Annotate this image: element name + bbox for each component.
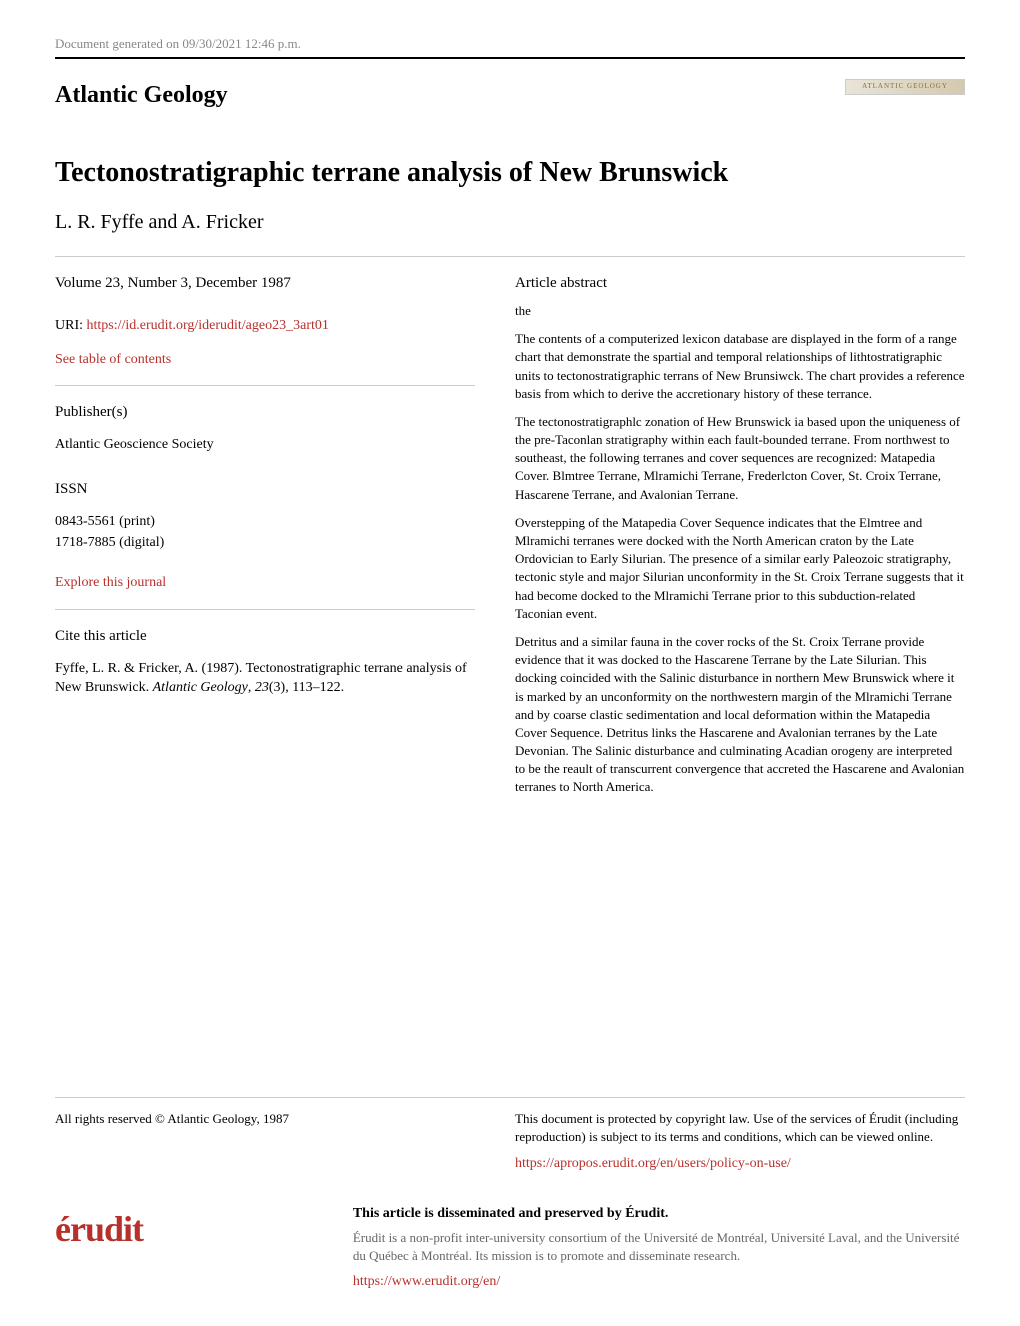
publisher-heading: Publisher(s)	[55, 402, 475, 423]
copyright-text: All rights reserved © Atlantic Geology, …	[55, 1110, 475, 1128]
article-title: Tectonostratigraphic terrane analysis of…	[55, 153, 965, 192]
divider-1	[55, 385, 475, 386]
erudit-section: érudit This article is disseminated and …	[55, 1204, 965, 1292]
footer-columns: All rights reserved © Atlantic Geology, …	[55, 1110, 965, 1174]
journal-name: Atlantic Geology	[55, 79, 228, 113]
protection-text: This document is protected by copyright …	[515, 1110, 965, 1146]
footer-right: This document is protected by copyright …	[515, 1110, 965, 1174]
footer-left: All rights reserved © Atlantic Geology, …	[55, 1110, 475, 1174]
journal-logo: ATLANTIC GEOLOGY	[845, 79, 965, 95]
dissemination-heading: This article is disseminated and preserv…	[353, 1204, 965, 1224]
citation-issue: (3), 113–122.	[269, 680, 344, 695]
abstract-para-3: The tectonostratigraphlc zonation of Hew…	[515, 413, 965, 504]
abstract-para-4: Overstepping of the Matapedia Cover Sequ…	[515, 514, 965, 623]
divider-2	[55, 609, 475, 610]
explore-journal-link[interactable]: Explore this journal	[55, 575, 166, 590]
abstract-heading: Article abstract	[515, 273, 965, 294]
citation-journal: Atlantic Geology	[153, 680, 248, 695]
citation-comma: ,	[248, 680, 255, 695]
footer-divider	[55, 1097, 965, 1098]
erudit-logo: érudit	[55, 1204, 313, 1292]
article-authors: L. R. Fyffe and A. Fricker	[55, 208, 965, 236]
policy-link[interactable]: https://apropos.erudit.org/en/users/poli…	[515, 1156, 791, 1171]
erudit-logo-text: érudit	[55, 1209, 143, 1249]
issn-digital: 1718-7885 (digital)	[55, 533, 475, 553]
journal-header: Atlantic Geology ATLANTIC GEOLOGY	[55, 79, 965, 113]
uri-label: URI:	[55, 318, 87, 333]
content-columns: Volume 23, Number 3, December 1987 URI: …	[55, 273, 965, 807]
uri-line: URI: https://id.erudit.org/iderudit/ageo…	[55, 316, 475, 336]
dissemination-block: This article is disseminated and preserv…	[353, 1204, 965, 1292]
volume-info: Volume 23, Number 3, December 1987	[55, 273, 475, 294]
erudit-link[interactable]: https://www.erudit.org/en/	[353, 1274, 500, 1289]
citation-volume: 23	[255, 680, 269, 695]
cite-heading: Cite this article	[55, 626, 475, 647]
issn-heading: ISSN	[55, 479, 475, 500]
toc-link[interactable]: See table of contents	[55, 352, 171, 367]
top-divider	[55, 57, 965, 59]
header-divider	[55, 256, 965, 257]
dissemination-text: Érudit is a non-profit inter-university …	[353, 1229, 965, 1265]
right-column: Article abstract the The contents of a c…	[515, 273, 965, 807]
abstract-para-5: Detritus and a similar fauna in the cove…	[515, 633, 965, 797]
publisher-name: Atlantic Geoscience Society	[55, 435, 475, 455]
citation-text: Fyffe, L. R. & Fricker, A. (1987). Tecto…	[55, 659, 475, 698]
issn-print: 0843-5561 (print)	[55, 512, 475, 532]
left-column: Volume 23, Number 3, December 1987 URI: …	[55, 273, 475, 807]
generated-date: Document generated on 09/30/2021 12:46 p…	[55, 35, 965, 53]
abstract-para-2: The contents of a computerized lexicon d…	[515, 330, 965, 403]
footer: All rights reserved © Atlantic Geology, …	[55, 1097, 965, 1292]
abstract-para-1: the	[515, 302, 965, 320]
uri-link[interactable]: https://id.erudit.org/iderudit/ageo23_3a…	[87, 318, 329, 333]
